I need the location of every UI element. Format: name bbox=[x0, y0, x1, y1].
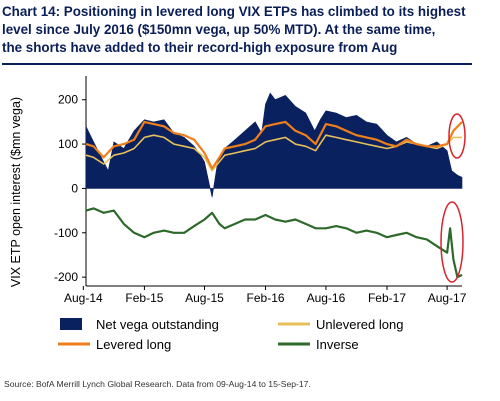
legend-label-unlevered-long: Unlevered long bbox=[316, 317, 403, 332]
series-net-vega-area bbox=[85, 92, 463, 198]
x-tick-label: Feb-15 bbox=[125, 291, 163, 305]
y-tick-label: 0 bbox=[71, 181, 78, 195]
x-tick-label: Feb-16 bbox=[247, 291, 285, 305]
x-tick-label: Aug-16 bbox=[307, 291, 346, 305]
legend-label-net-vega-outstanding: Net vega outstanding bbox=[96, 317, 219, 332]
legend-swatch-net-vega-outstanding bbox=[60, 318, 82, 330]
x-tick-label: Aug-15 bbox=[185, 291, 224, 305]
series-inverse-line bbox=[85, 207, 463, 279]
y-tick-label: 200 bbox=[58, 93, 78, 107]
highlight-circle-top bbox=[448, 113, 466, 159]
y-axis-label: VIX ETP open interest ($mn vega) bbox=[9, 97, 23, 287]
x-tick-label: Aug-17 bbox=[428, 291, 467, 305]
title-divider bbox=[2, 63, 472, 65]
y-tick-label: 100 bbox=[58, 137, 78, 151]
chart-title: Chart 14: Positioning in levered long VI… bbox=[2, 4, 466, 55]
y-tick-label: -200 bbox=[54, 270, 78, 284]
legend-label-inverse: Inverse bbox=[316, 337, 359, 352]
y-tick-label: -100 bbox=[54, 226, 78, 240]
x-tick-label: Aug-14 bbox=[64, 291, 103, 305]
series-levered-long-line bbox=[85, 120, 463, 170]
source-note: Source: BofA Merrill Lynch Global Resear… bbox=[4, 379, 311, 389]
highlight-circle-bottom bbox=[440, 201, 464, 283]
legend-label-levered-long: Levered long bbox=[96, 337, 171, 352]
x-tick-label: Feb-17 bbox=[368, 291, 406, 305]
